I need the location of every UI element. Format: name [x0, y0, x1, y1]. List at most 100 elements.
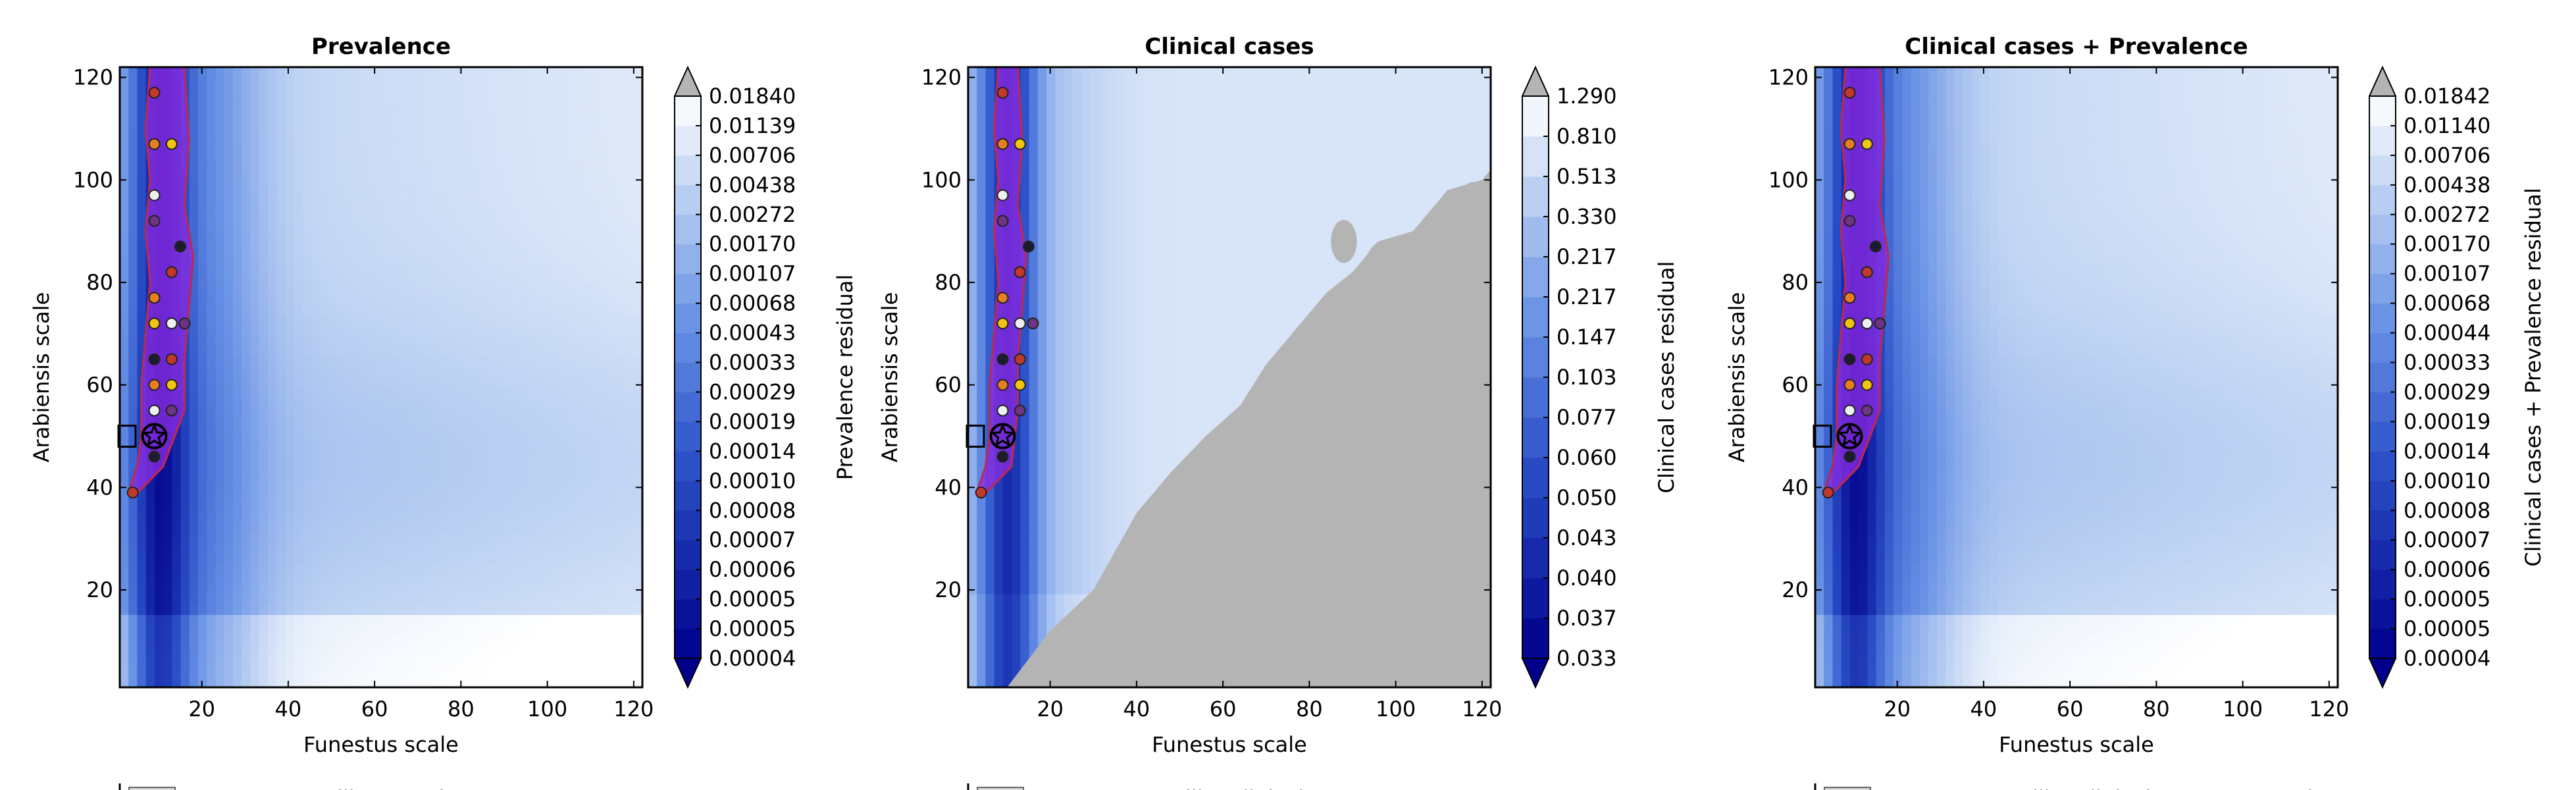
contour-cell	[590, 67, 600, 78]
colorbar-segment	[675, 569, 701, 600]
contour-cell	[233, 512, 242, 523]
contour-cell	[320, 429, 330, 440]
contour-cell	[154, 635, 164, 646]
contour-cell	[207, 108, 217, 120]
contour-cell	[1116, 449, 1125, 461]
contour-cell	[450, 635, 460, 646]
contour-cell	[398, 418, 408, 430]
contour-cell	[1072, 294, 1082, 305]
contour-cell	[407, 118, 417, 130]
contour-cell	[1055, 490, 1065, 502]
contour-cell	[573, 315, 582, 327]
contour-cell	[1020, 118, 1030, 130]
contour-cell	[285, 594, 295, 605]
contour-cell	[311, 149, 321, 161]
contour-cell	[590, 274, 600, 285]
contour-cell	[276, 563, 286, 574]
contour-cell	[503, 490, 513, 502]
contour-cell	[1029, 552, 1039, 564]
contour-cell	[1064, 387, 1073, 398]
contour-cell	[137, 666, 147, 677]
contour-cell	[1133, 387, 1143, 398]
contour-cell	[511, 449, 521, 461]
colorbar-tick-label: 0.00107	[709, 261, 796, 286]
contour-cell	[207, 315, 217, 327]
contour-cell	[598, 171, 608, 182]
contour-cell	[1125, 346, 1135, 357]
contour-cell	[1037, 542, 1047, 554]
contour-cell	[563, 542, 573, 554]
contour-cell	[285, 604, 295, 616]
contour-cell	[1125, 149, 1135, 161]
contour-cell	[977, 532, 987, 543]
contour-cell	[355, 542, 365, 554]
contour-cell	[137, 88, 147, 99]
contour-cell	[450, 408, 460, 419]
contour-cell	[633, 211, 642, 223]
contour-cell	[137, 139, 147, 151]
contour-cell	[985, 625, 995, 637]
contour-cell	[459, 171, 469, 182]
contour-cell	[503, 325, 513, 336]
contour-cell	[538, 149, 548, 161]
contour-cell	[128, 98, 138, 109]
contour-cell	[528, 625, 538, 637]
contour-cell	[1029, 470, 1039, 481]
contour-cell	[328, 180, 338, 192]
contour-cell	[968, 656, 977, 668]
contour-cell	[363, 604, 373, 616]
contour-cell	[1037, 325, 1047, 336]
contour-cell	[625, 449, 634, 461]
contour-cell	[120, 77, 129, 88]
contour-cell	[573, 501, 582, 512]
contour-cell	[607, 542, 617, 554]
contour-cell	[607, 253, 617, 264]
contour-cell	[407, 449, 417, 461]
contour-cell	[555, 594, 565, 605]
contour-cell	[390, 594, 399, 605]
contour-cell	[1020, 201, 1030, 213]
contour-cell	[242, 408, 251, 419]
contour-cell	[355, 460, 365, 471]
contour-cell	[355, 232, 365, 244]
contour-cell	[1029, 263, 1039, 275]
contour-cell	[285, 294, 295, 305]
contour-cell	[207, 521, 217, 533]
contour-cell	[468, 171, 478, 182]
contour-cell	[1142, 139, 1152, 151]
contour-cell	[1029, 573, 1039, 585]
contour-cell	[259, 191, 269, 202]
contour-cell	[207, 584, 217, 595]
contour-cell	[137, 604, 147, 616]
contour-cell	[311, 666, 321, 677]
contour-cell	[546, 367, 556, 378]
contour-cell	[538, 222, 548, 233]
contour-cell	[977, 449, 987, 461]
contour-cell	[511, 67, 521, 78]
contour-cell	[233, 263, 242, 275]
contour-cell	[381, 584, 390, 595]
contour-cell	[511, 294, 521, 305]
contour-cell	[285, 98, 295, 109]
contour-cell	[302, 222, 312, 233]
contour-cell	[302, 325, 312, 336]
contour-cell	[494, 356, 503, 367]
contour-cell	[346, 418, 355, 430]
contour-cell	[1046, 584, 1056, 595]
contour-cell	[546, 532, 556, 543]
contour-cell	[1090, 552, 1100, 564]
contour-cell	[607, 604, 617, 616]
contour-cell	[590, 98, 600, 109]
contour-cell	[1142, 253, 1152, 264]
contour-cell	[180, 635, 190, 646]
contour-cell	[607, 222, 617, 233]
contour-cell	[503, 253, 513, 264]
contour-cell	[242, 305, 251, 316]
contour-cell	[163, 635, 172, 646]
contour-cell	[224, 656, 234, 668]
contour-cell	[468, 67, 478, 78]
contour-cell	[250, 77, 260, 88]
contour-cell	[459, 139, 469, 151]
contour-cell	[985, 594, 995, 605]
contour-cell	[363, 160, 373, 171]
